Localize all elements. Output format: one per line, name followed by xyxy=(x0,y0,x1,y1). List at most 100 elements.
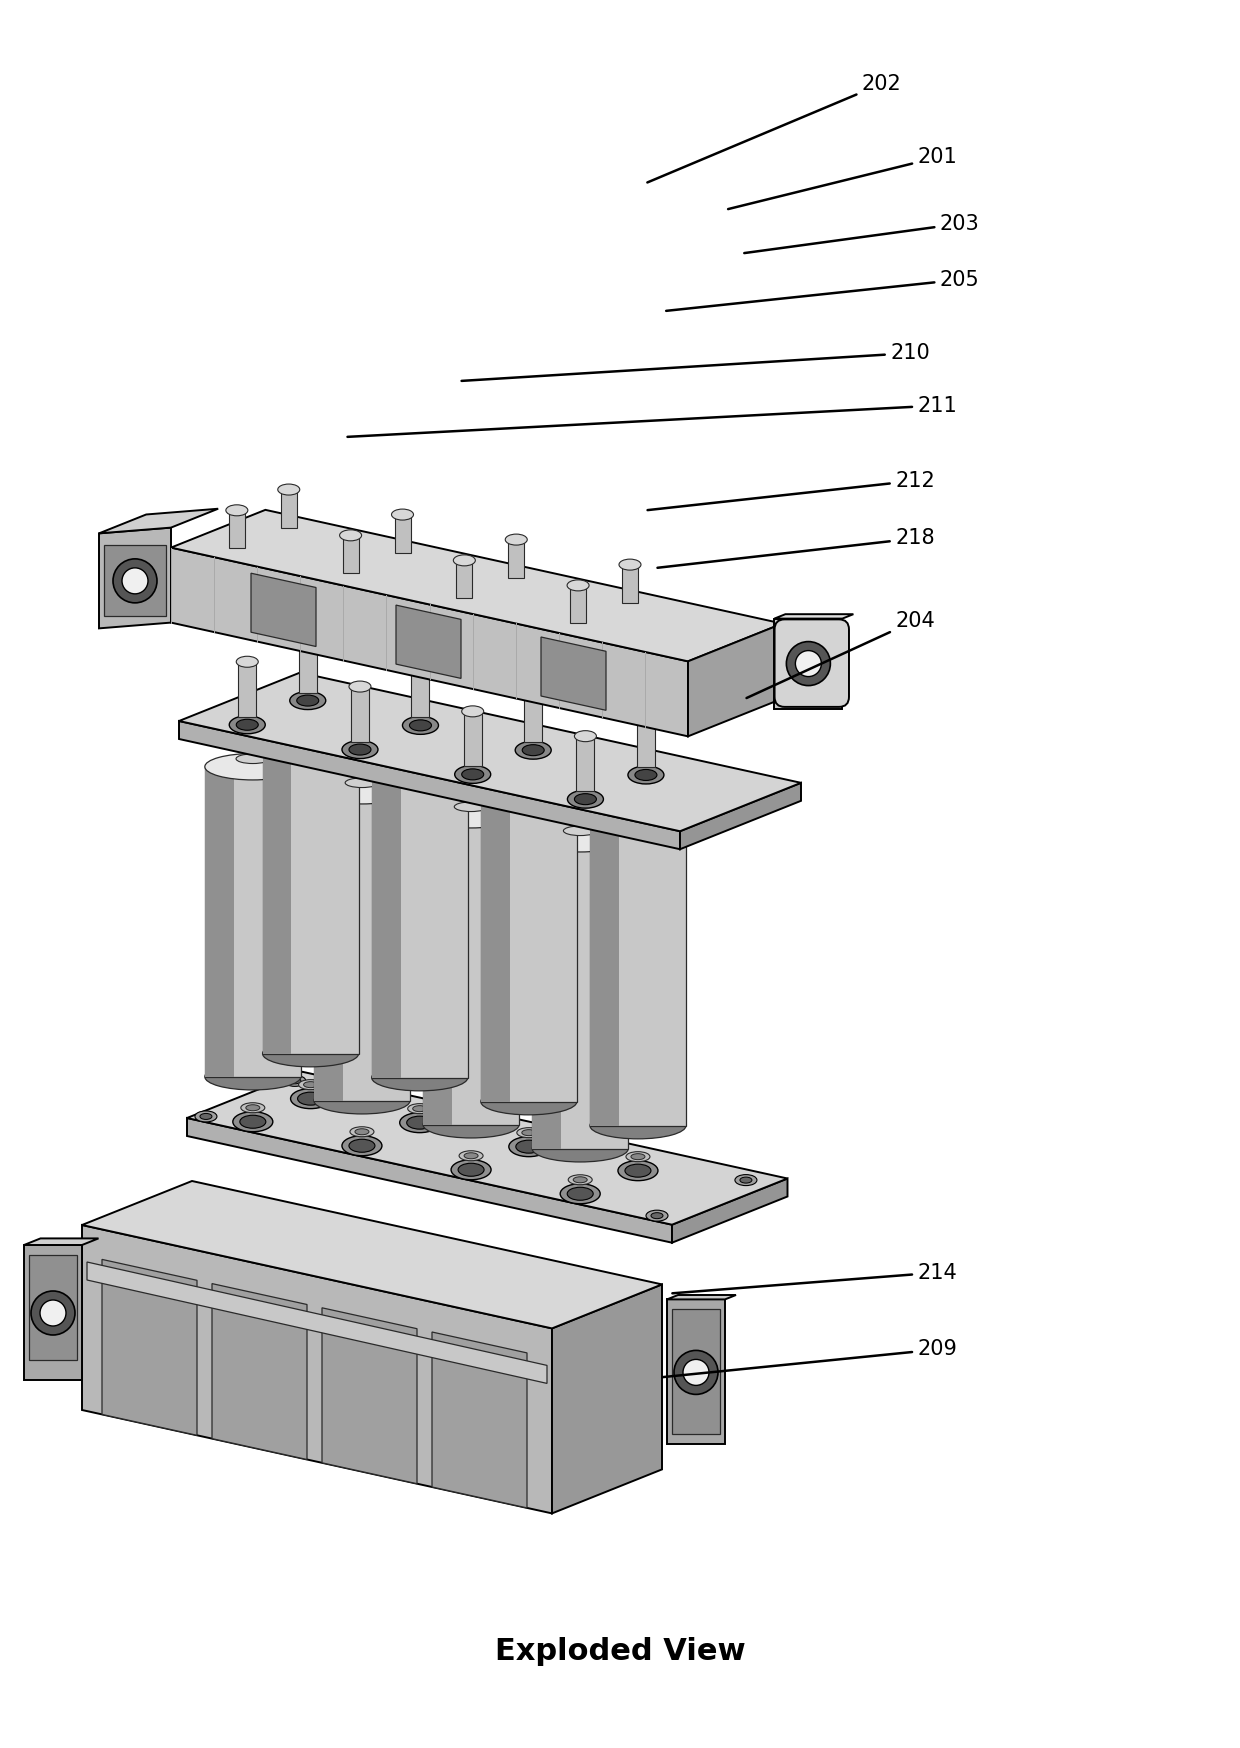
Ellipse shape xyxy=(573,1176,588,1183)
Ellipse shape xyxy=(618,1161,658,1180)
Text: 218: 218 xyxy=(657,528,935,568)
Ellipse shape xyxy=(226,505,248,516)
Ellipse shape xyxy=(372,755,467,781)
Ellipse shape xyxy=(296,696,319,706)
Polygon shape xyxy=(372,767,401,1079)
Text: 205: 205 xyxy=(666,269,980,311)
Polygon shape xyxy=(205,767,301,1077)
Ellipse shape xyxy=(284,1075,306,1086)
Ellipse shape xyxy=(299,1080,322,1089)
Text: 214: 214 xyxy=(672,1262,957,1294)
Polygon shape xyxy=(637,711,655,767)
Polygon shape xyxy=(171,547,688,736)
Ellipse shape xyxy=(461,769,484,780)
Ellipse shape xyxy=(246,1105,260,1110)
Ellipse shape xyxy=(635,706,657,717)
Ellipse shape xyxy=(625,1164,651,1176)
Ellipse shape xyxy=(294,731,327,741)
Polygon shape xyxy=(99,509,218,533)
Ellipse shape xyxy=(481,1089,577,1115)
Ellipse shape xyxy=(340,530,362,540)
Polygon shape xyxy=(396,605,461,678)
Circle shape xyxy=(786,642,831,685)
Polygon shape xyxy=(570,586,587,624)
Ellipse shape xyxy=(342,1136,382,1155)
Ellipse shape xyxy=(263,1040,358,1066)
Ellipse shape xyxy=(278,484,300,495)
Polygon shape xyxy=(508,540,525,577)
Ellipse shape xyxy=(451,1159,491,1180)
Polygon shape xyxy=(314,790,410,1101)
Text: 210: 210 xyxy=(461,343,930,381)
Polygon shape xyxy=(87,1262,547,1383)
Circle shape xyxy=(113,559,157,603)
Ellipse shape xyxy=(635,769,657,780)
Ellipse shape xyxy=(512,780,546,788)
Ellipse shape xyxy=(631,1154,645,1159)
Ellipse shape xyxy=(342,741,378,759)
Polygon shape xyxy=(774,619,842,708)
Polygon shape xyxy=(102,1259,197,1435)
Polygon shape xyxy=(238,662,257,717)
Text: 204: 204 xyxy=(746,610,935,697)
Ellipse shape xyxy=(237,656,258,668)
Polygon shape xyxy=(99,528,171,628)
Ellipse shape xyxy=(532,1136,629,1162)
Polygon shape xyxy=(179,720,680,850)
Polygon shape xyxy=(464,711,481,766)
Ellipse shape xyxy=(458,1162,484,1176)
Ellipse shape xyxy=(574,731,596,741)
Ellipse shape xyxy=(567,580,589,591)
Polygon shape xyxy=(622,565,639,603)
Ellipse shape xyxy=(241,1103,265,1113)
Polygon shape xyxy=(187,1119,672,1243)
Text: Exploded View: Exploded View xyxy=(495,1638,745,1666)
Text: 201: 201 xyxy=(728,147,957,210)
Ellipse shape xyxy=(740,1176,751,1183)
Ellipse shape xyxy=(517,1127,541,1138)
Polygon shape xyxy=(456,561,472,598)
Ellipse shape xyxy=(621,802,655,813)
Ellipse shape xyxy=(574,794,596,804)
Ellipse shape xyxy=(392,509,413,521)
Polygon shape xyxy=(590,816,619,1126)
Ellipse shape xyxy=(522,1129,536,1136)
Circle shape xyxy=(683,1360,709,1386)
Polygon shape xyxy=(372,767,467,1079)
Polygon shape xyxy=(412,662,429,717)
Ellipse shape xyxy=(205,753,301,780)
Ellipse shape xyxy=(348,1140,374,1152)
Polygon shape xyxy=(176,561,764,704)
Ellipse shape xyxy=(350,1127,374,1136)
Polygon shape xyxy=(29,1255,77,1360)
Ellipse shape xyxy=(423,1112,520,1138)
Ellipse shape xyxy=(568,1175,593,1185)
Text: 212: 212 xyxy=(647,470,935,510)
Polygon shape xyxy=(541,636,606,710)
Ellipse shape xyxy=(399,1113,440,1133)
Ellipse shape xyxy=(372,1065,467,1091)
Ellipse shape xyxy=(413,1106,427,1112)
Circle shape xyxy=(675,1351,718,1395)
Ellipse shape xyxy=(205,1063,301,1091)
Ellipse shape xyxy=(237,718,258,731)
Text: 211: 211 xyxy=(347,395,957,437)
Ellipse shape xyxy=(314,778,410,804)
Polygon shape xyxy=(394,514,410,552)
Polygon shape xyxy=(590,816,686,1126)
Polygon shape xyxy=(104,545,166,617)
Ellipse shape xyxy=(505,535,527,545)
Ellipse shape xyxy=(239,1115,265,1127)
Polygon shape xyxy=(171,510,782,661)
Ellipse shape xyxy=(296,633,319,643)
Ellipse shape xyxy=(646,1210,668,1222)
Ellipse shape xyxy=(464,1152,479,1159)
Polygon shape xyxy=(299,638,316,692)
Text: 202: 202 xyxy=(647,73,901,182)
Ellipse shape xyxy=(461,706,484,717)
Polygon shape xyxy=(432,1332,527,1509)
Polygon shape xyxy=(187,1072,787,1225)
Circle shape xyxy=(122,568,148,594)
Circle shape xyxy=(40,1301,66,1327)
Polygon shape xyxy=(229,510,244,549)
